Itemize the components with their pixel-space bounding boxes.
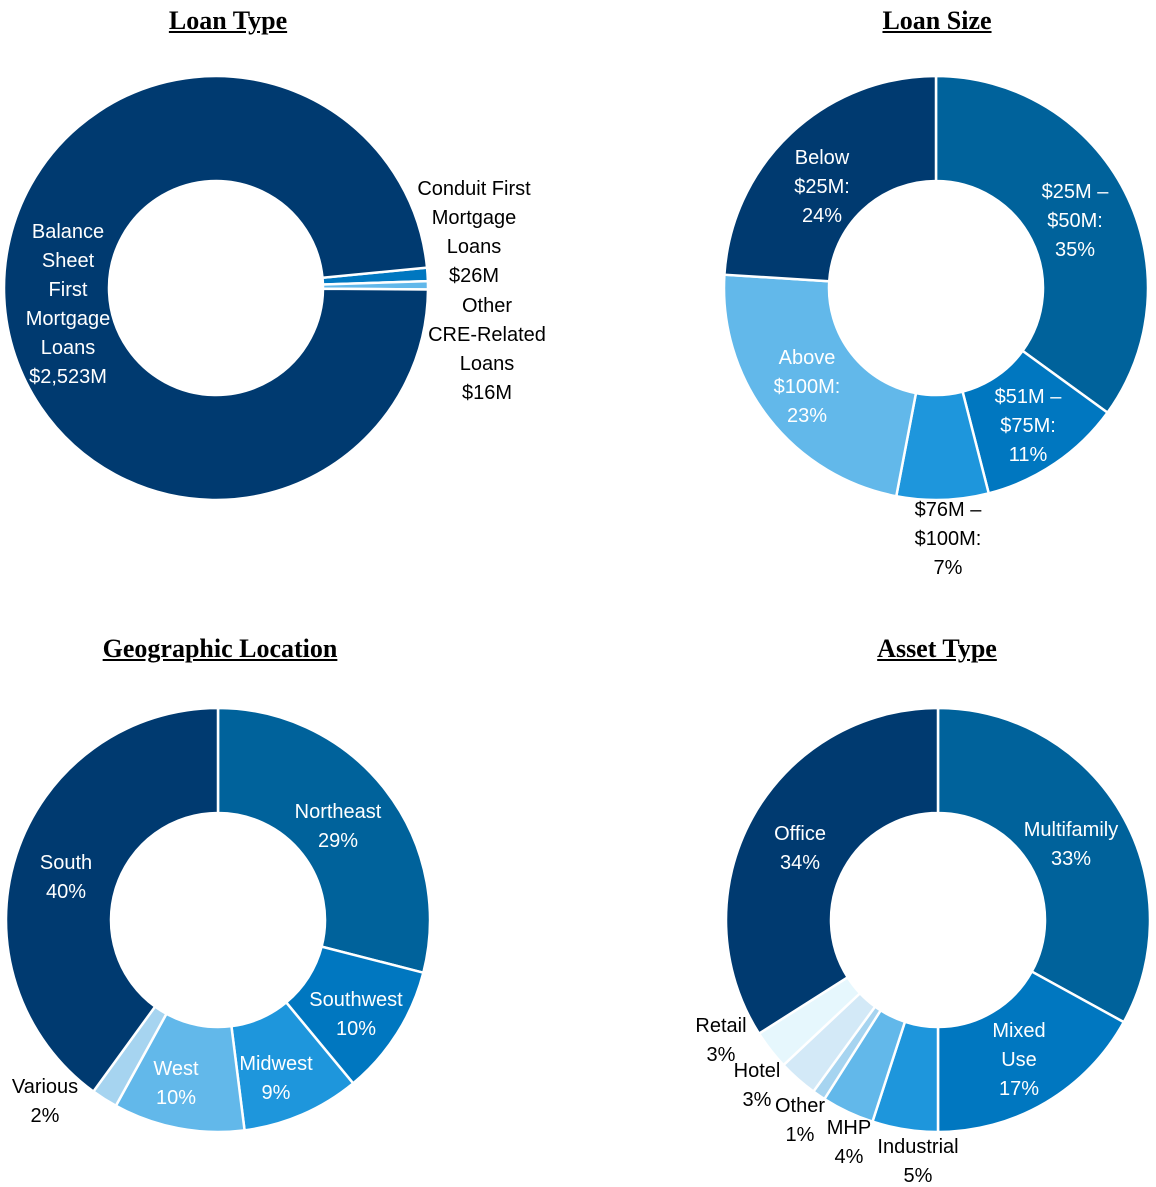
slice-label: Conduit First Mortgage Loans $26M (417, 178, 531, 287)
slice-label: Other 1% (774, 1095, 826, 1146)
chart-title-loan-type: Loan Type (168, 6, 288, 35)
donut-slice (723, 74, 938, 283)
donut-slice (936, 969, 1126, 1134)
donut-slice (4, 706, 220, 1094)
slice-label: Multifamily 33% (1023, 819, 1119, 870)
slice-label: $76M – $100M: 7% (914, 499, 982, 579)
slice-label: South 40% (39, 852, 93, 903)
slice-label: MHP 4% (826, 1117, 872, 1168)
donut-slice (722, 273, 918, 498)
chart-title-asset-type: Asset Type (877, 634, 997, 663)
slice-label: Above $100M: 23% (773, 347, 841, 427)
slice-label: $51M – $75M: 11% (994, 386, 1062, 466)
chart-title-geographic-location: Geographic Location (102, 634, 338, 663)
slice-label: Balance Sheet First Mortgage Loans $2,52… (25, 221, 111, 388)
slice-label: Industrial 5% (877, 1136, 959, 1187)
chart-title-loan-size: Loan Size (882, 6, 992, 35)
donut-slice (934, 74, 1150, 415)
slice-label: Southwest 10% (309, 989, 403, 1040)
slice-label: Retail 3% (695, 1015, 747, 1066)
donut-slice (724, 706, 940, 1036)
slice-label: Hotel 3% (733, 1060, 781, 1111)
slice-label: Midwest 9% (239, 1053, 313, 1104)
slice-label: West 10% (153, 1058, 199, 1109)
donut-slice (936, 706, 1152, 1024)
slice-label: Mixed Use 17% (992, 1020, 1046, 1100)
slice-label: Other CRE-Related Loans $16M (428, 295, 546, 404)
donut-slice (2, 74, 430, 502)
slice-label: Northeast 29% (294, 801, 382, 852)
donut-slice (216, 706, 432, 975)
slice-label: $25M – $50M: 35% (1041, 181, 1109, 261)
slice-label: Below $25M: 24% (794, 147, 850, 227)
slice-label: Various 2% (11, 1076, 79, 1127)
slice-label: Office 34% (774, 823, 826, 874)
